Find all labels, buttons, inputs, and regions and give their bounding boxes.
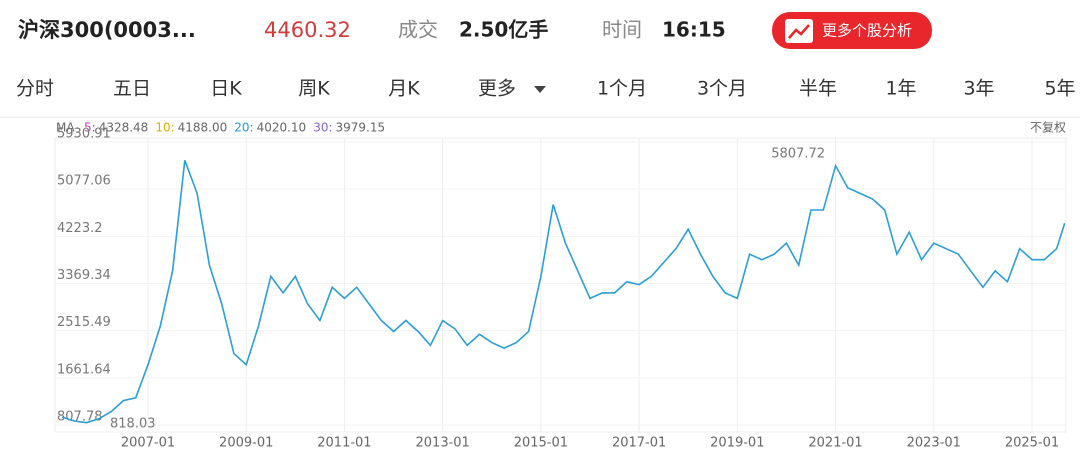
x-tick-label: 2015-01 [514,436,568,451]
ma-title: MA [56,121,75,135]
tab[interactable]: 五日 [113,78,151,100]
ma-value: 4188.00 [178,121,228,135]
time-label: 时间 [602,18,642,42]
y-tick-label: 1661.64 [57,362,111,377]
y-tick-label: 4223.2 [57,221,103,236]
adjust-label: 不复权 [1030,121,1066,135]
tab[interactable]: 1个月 [597,78,647,100]
plot-frame [54,137,1067,433]
ma-legend: MA 5: 4328.48 10: 4188.00 20: 4020.10 30: 3979.1… [56,121,385,135]
x-tick-label: 2007-01 [121,436,175,451]
x-tick-label: 2021-01 [808,436,862,451]
time: 16:15 [662,18,726,42]
y-tick-label: 2515.49 [57,315,111,330]
tab[interactable]: 周K [298,78,330,100]
y-tick-label: 5930.91 [57,127,111,142]
tab[interactable]: 日K [210,78,242,100]
x-tick-label: 2011-01 [317,436,371,451]
y-tick-label: 3369.34 [57,268,111,283]
low-label: 818.03 [110,417,156,432]
x-tick-label: 2019-01 [710,436,764,451]
price: 4460.32 [264,18,351,42]
plot: 2007-01 2009-01 2011-01 2013-01 2015-01 2017-… [54,127,1067,451]
volume: 2.50亿手 [459,18,548,42]
y-tick-label: 5077.06 [57,174,111,189]
x-tick-label: 2025-01 [1005,436,1059,451]
ma-key: 10: [155,121,174,135]
x-tick-label: 2009-01 [219,436,273,451]
tab[interactable]: 更多 [478,78,516,100]
dropdown-arrow[interactable] [534,86,546,93]
tabs: 分时 五日 日K 周K 月K 更多 1个月 3个月 半年 1年 3年 5年 [16,78,1076,100]
tab[interactable]: 月K [388,78,420,100]
x-tick-label: 2023-01 [907,436,961,451]
button-text: 更多个股分析 [822,22,912,40]
x-tick-label: 2017-01 [612,436,666,451]
tab[interactable]: 5年 [1044,78,1075,100]
tab[interactable]: 3年 [963,78,994,100]
ma-value: 3979.15 [336,121,386,135]
stock-name: 沪深300(0003... [18,18,196,42]
ma-key: 5: [84,121,96,135]
ma-value: 4020.10 [257,121,307,135]
volume-label: 成交 [398,18,438,42]
tab[interactable]: 1年 [885,78,916,100]
x-tick-label: 2013-01 [416,436,470,451]
price-line [61,160,1066,424]
tab[interactable]: 半年 [799,78,837,100]
ma-value: 4328.48 [99,121,149,135]
ma-key: 20: [234,121,253,135]
icon-arrow [788,24,810,39]
tab[interactable]: 3个月 [697,78,747,100]
ma-key: 30: [313,121,332,135]
high-label: 5807.72 [771,147,825,162]
tab[interactable]: 分时 [16,78,54,100]
